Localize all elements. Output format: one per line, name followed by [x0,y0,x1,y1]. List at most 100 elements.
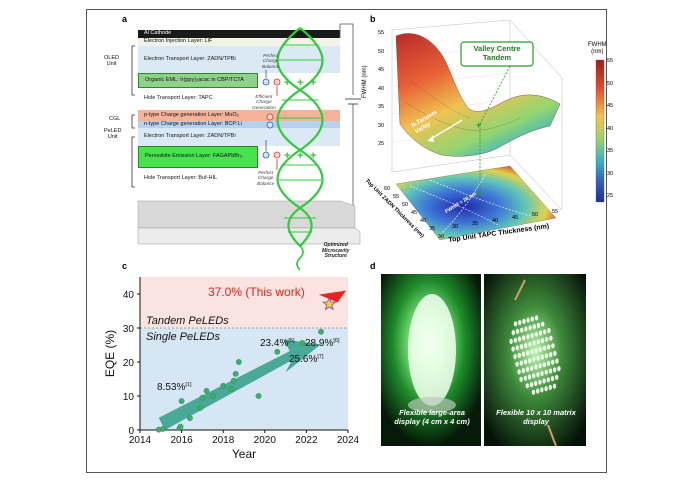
svg-text:+: + [284,77,290,89]
floor-valley-line [439,174,486,236]
peled-bracket [131,136,135,188]
annotation-23-4: 23.4%[5] [260,338,295,349]
matrix-pixel [534,380,538,386]
matrix-pixel [547,328,551,334]
x-tick: 40 [492,218,499,224]
matrix-pixel [541,321,545,327]
matrix-pixel [521,351,526,357]
matrix-pixel [542,362,546,368]
colorbar-tick: 40 [607,125,614,132]
matrix-pixel [526,317,530,323]
matrix-pixel [515,328,520,334]
valley-centre-marker: ++ [476,120,481,198]
matrix-pixel [511,346,515,352]
svg-text:+: + [297,77,303,89]
region-0 [140,277,348,328]
y-tick: 45 [411,210,418,216]
svg-text:+: + [310,77,316,89]
x-tick-label: 2020 [254,435,277,446]
matrix-pixel [534,348,538,354]
device-layer: Electron Injection Layer: LiF [138,38,340,46]
svg-text:+: + [284,150,290,162]
note-bottom-balance: Perfect Charge Balance [257,171,275,187]
matrix-pixel [557,366,561,372]
matrix-pixel [551,359,555,365]
data-point [235,359,242,365]
y-tick: 35 [429,226,436,232]
x-axis-title: Year [232,447,256,461]
data-point [187,415,193,421]
data-point [199,394,206,401]
x-tick: 35 [472,221,479,227]
region-label-single: Single PeLEDs [146,331,220,343]
data-point [232,370,239,377]
data-point [230,377,237,384]
matrix-pixel [513,321,518,327]
colorbar [595,59,605,203]
matrix-pixel [536,388,540,394]
matrix-pixel [550,376,555,382]
matrix-pixel [549,352,553,358]
z-tick: 30 [378,122,385,129]
large-area-caption: Flexible large-area display (4 cm x 4 cm… [394,408,470,427]
svg-text:+: + [476,120,481,130]
x-tick: 55 [552,209,559,215]
y-tick-label: 30 [123,324,135,335]
annotation-this-work: 37.0% (This work) [208,285,305,299]
matrix-pixel [524,342,528,348]
matrix-pixel [552,383,557,389]
matrix-pixel [511,330,515,336]
helix-rungs [279,44,321,233]
colorbar-tick: 35 [607,148,614,154]
y-tick: 50 [402,202,409,208]
matrix-pixel [530,332,534,338]
matrix-pixel [526,334,530,340]
matrix-pixel [526,350,530,356]
matrix-pixel [532,340,536,346]
callout-box [460,41,534,67]
x-tick: 50 [532,212,539,218]
data-point [255,393,262,399]
z-tick: 25 [378,141,385,147]
matrix-pixel [532,324,536,330]
matrix-pixel [520,327,524,333]
annotation-28-9: 28.9%[6] [305,338,340,349]
matrix-pixel [534,364,538,370]
cgl-label: CGL [109,116,121,122]
matrix-pixel [527,374,532,380]
matrix-pixel [553,367,557,373]
data-point [159,426,166,432]
matrix-pixel [519,344,524,350]
emission-plus-markers: + + + + + + [284,77,316,162]
tweezer-bottom [547,424,557,447]
data-point [203,387,210,394]
matrix-caption: Flexible 10 x 10 matrix display [496,408,576,427]
matrix-pixel [528,358,532,364]
colorbar-tick: 55 [607,58,614,64]
matrix-pixel [530,349,534,355]
matrix-pixel [534,315,539,321]
matrix-pixel [523,375,527,381]
y-tick: 55 [393,194,400,200]
floor-contour-2 [429,179,531,217]
3d-box-frame [391,19,563,211]
cgl-bracket [131,114,135,129]
matrix-pixel [536,372,540,378]
data-point [209,393,216,399]
matrix-pixel [519,376,523,382]
matrix-pixel [509,338,513,344]
matrix-pixel [528,341,532,347]
matrix-pixel [538,330,543,336]
x-tick-label: 2016 [170,435,193,446]
z-tick: 35 [378,104,385,110]
data-point [318,328,324,335]
x-tick-label: 2014 [129,435,152,446]
matrix-pixel [547,344,551,350]
x-tick: 45 [512,215,519,221]
matrix-pixel [549,335,553,341]
matrix-pixel [536,339,540,345]
matrix-pixel [536,322,541,328]
colorbar-tick: 25 [607,193,614,199]
data-point [299,340,306,346]
matrix-pixel [548,384,552,390]
